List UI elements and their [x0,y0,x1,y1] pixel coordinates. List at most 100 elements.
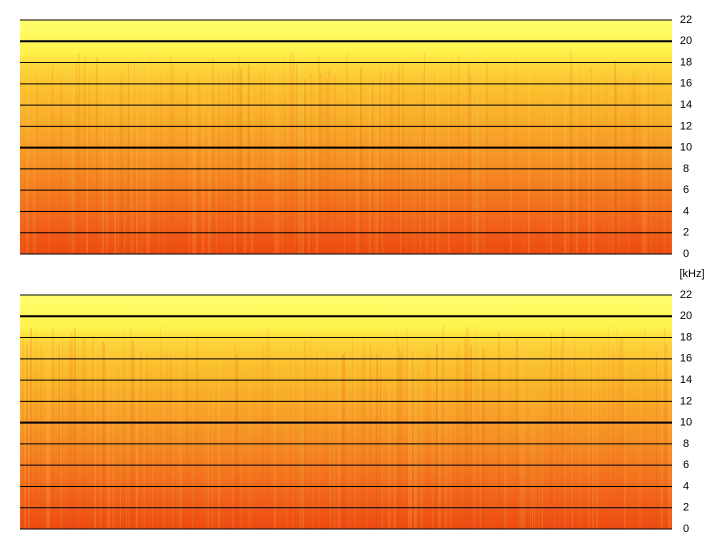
texture-stripe [622,75,623,255]
texture-stripe [344,352,345,529]
texture-stripe [282,69,283,254]
texture-stripe [428,71,429,254]
texture-stripe [32,64,34,255]
texture-stripe [304,79,306,254]
texture-stripe [136,348,138,529]
texture-stripe [248,65,250,254]
texture-stripe [114,51,116,255]
texture-stripe [590,66,592,254]
texture-stripe [360,67,362,255]
texture-stripe [238,56,240,254]
texture-stripe [62,335,63,529]
texture-stripe [604,68,605,254]
texture-stripe [638,69,639,254]
texture-stripe [642,69,644,254]
texture-stripe [520,341,522,529]
texture-stripe [136,65,138,254]
texture-stripe [358,70,359,254]
texture-stripe [218,353,220,529]
texture-stripe [528,70,530,254]
texture-stripe [594,71,595,254]
texture-stripe [160,325,161,529]
texture-stripe [180,325,182,529]
texture-stripe [28,57,29,254]
y-tick-label: 6 [683,184,689,196]
texture-stripe [276,61,278,255]
texture-stripe [24,352,26,529]
texture-stripe [126,349,127,529]
texture-stripe [472,336,473,529]
texture-stripe [380,349,381,529]
texture-stripe [194,71,196,254]
texture-stripe [402,62,404,255]
texture-stripe [58,347,60,529]
texture-stripe [618,339,619,529]
texture-stripe [470,75,471,255]
texture-stripe [616,78,618,254]
texture-stripe [662,52,663,255]
texture-stripe [120,340,121,529]
texture-stripe [274,340,276,529]
texture-stripe [130,68,132,254]
y-tick-label: 18 [680,56,692,68]
texture-stripe [482,77,483,254]
texture-stripe [334,338,335,529]
texture-stripe [234,78,236,254]
texture-stripe [464,336,466,529]
texture-stripe [112,349,113,529]
texture-stripe [74,78,75,254]
texture-stripe [590,346,592,529]
y-tick-label: 14 [680,99,692,111]
texture-stripe [186,73,188,254]
texture-stripe [20,346,21,529]
texture-stripe [654,62,655,255]
texture-stripe [76,60,77,254]
texture-stripe [468,327,469,529]
texture-stripe [504,341,505,529]
texture-stripe [420,341,422,529]
y-tick-label: 10 [680,417,692,429]
texture-stripe [74,328,76,529]
texture-stripe [244,62,246,254]
texture-stripe [248,334,250,529]
texture-stripe [164,331,165,529]
texture-stripe [60,77,62,254]
texture-stripe [622,335,624,529]
texture-stripe [26,345,28,529]
texture-stripe [388,350,390,529]
texture-stripe [178,332,179,529]
texture-stripe [580,61,581,254]
texture-stripe [376,79,378,255]
texture-stripe [22,335,24,529]
texture-stripe [140,50,141,255]
texture-stripe [426,353,427,529]
texture-stripe [104,343,105,529]
texture-stripe [670,68,672,255]
texture-stripe [52,65,53,254]
texture-stripe [172,336,173,529]
texture-stripe [320,72,322,254]
texture-stripe [572,327,573,529]
texture-stripe [392,62,393,254]
texture-stripe [198,78,200,255]
texture-stripe [662,325,663,529]
texture-stripe [308,54,310,254]
texture-stripe [644,59,646,254]
y-tick-label: 8 [683,438,689,450]
texture-stripe [406,329,408,529]
texture-stripe [170,55,171,255]
y-tick-label: 12 [680,120,692,132]
texture-stripe [40,345,42,529]
texture-stripe [398,65,400,254]
texture-stripe [424,52,425,254]
texture-stripe [52,329,54,529]
texture-stripe [26,72,28,254]
texture-stripe [236,354,238,529]
texture-stripe [142,58,143,254]
texture-stripe [236,72,238,254]
texture-stripe [476,326,477,529]
texture-stripe [250,330,251,529]
texture-stripe [186,339,188,529]
texture-stripe [240,68,242,255]
texture-stripe [264,66,265,254]
